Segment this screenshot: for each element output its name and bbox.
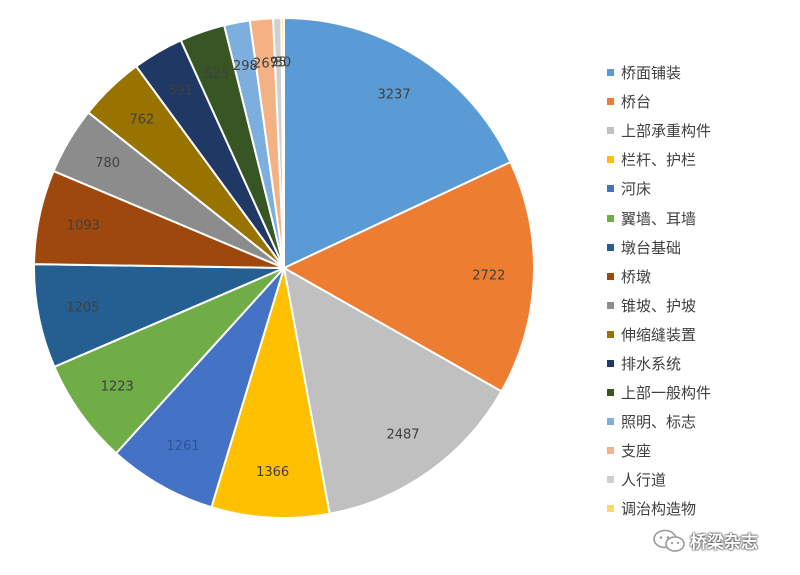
legend-label: 墩台基础 (621, 238, 682, 257)
legend-item: 墩台基础 (607, 233, 711, 262)
data-label: 95 (270, 56, 287, 71)
legend-label: 照明、标志 (621, 413, 697, 432)
legend-label: 栏杆、护栏 (621, 151, 697, 170)
legend-item: 桥台 (607, 87, 711, 116)
data-label: 762 (129, 113, 154, 128)
legend-label: 桥台 (621, 93, 652, 112)
data-label: 1366 (256, 465, 289, 480)
legend-item: 锥坡、护坡 (607, 291, 711, 320)
pie-slice (283, 16, 512, 270)
legend-item: 桥面铺装 (607, 58, 711, 87)
legend-item: 桥墩 (607, 262, 711, 291)
pie-slice (281, 160, 535, 393)
data-label: 1205 (66, 300, 99, 315)
legend-label: 河床 (621, 180, 652, 199)
legend-swatch (607, 243, 614, 251)
legend-label: 伸缩缝装置 (621, 325, 697, 344)
legend-item: 伸缩缝装置 (607, 320, 711, 349)
legend-item: 上部一般构件 (607, 378, 711, 407)
legend-swatch (607, 98, 614, 106)
legend-item: 人行道 (607, 465, 711, 494)
legend-label: 调治构造物 (621, 500, 697, 519)
data-label: 267 (253, 56, 278, 71)
data-label: 1261 (166, 439, 199, 454)
data-label: 3237 (378, 88, 411, 103)
legend-swatch (607, 214, 614, 222)
legend-swatch (607, 127, 614, 135)
legend-label: 上部一般构件 (621, 384, 712, 403)
pie-slice (114, 267, 285, 509)
pie-slice (33, 263, 285, 369)
legend-label: 桥墩 (621, 267, 652, 286)
watermark: 桥梁杂志 (652, 528, 758, 553)
legend-label: 桥面铺装 (621, 64, 682, 83)
legend-item: 翼墙、耳墙 (607, 203, 711, 232)
pie-data-labels: 3237 2722 2487 1366 1261 1223 1205 1093 780 762 59… (66, 56, 505, 481)
legend-swatch (607, 272, 614, 280)
legend-label: 翼墙、耳墙 (621, 209, 697, 228)
data-label: 2722 (472, 269, 505, 284)
data-label: 298 (233, 59, 258, 74)
legend-label: 排水系统 (621, 354, 682, 373)
legend-swatch (607, 505, 614, 513)
data-label: 525 (204, 67, 229, 82)
data-label: 591 (168, 84, 193, 99)
data-label: 30 (275, 56, 292, 71)
legend: 桥面铺装桥台上部承重构件 栏杆、护栏河床翼墙、耳墙墩台基础桥墩锥坡、护坡伸缩缝装置… (607, 58, 711, 524)
data-label: 1093 (67, 218, 100, 233)
pie-slice (282, 266, 503, 515)
legend-swatch (607, 447, 614, 455)
legend-item: 栏杆、护栏 (607, 145, 711, 174)
pie-slices (33, 16, 535, 519)
legend-swatch (607, 301, 614, 309)
legend-label: 人行道 (621, 471, 667, 490)
legend-item: 上部承重构件 (607, 116, 711, 145)
legend-item: 调治构造物 (607, 494, 711, 523)
data-label: 1223 (101, 380, 134, 395)
wechat-icon (653, 529, 685, 552)
legend-item: 排水系统 (607, 349, 711, 378)
legend-swatch (607, 389, 614, 397)
legend-label: 支座 (621, 442, 652, 461)
legend-swatch (607, 156, 614, 164)
legend-item: 照明、标志 (607, 407, 711, 436)
legend-swatch (607, 69, 614, 77)
legend-swatch (607, 359, 614, 367)
legend-item: 河床 (607, 174, 711, 203)
data-label: 780 (95, 156, 120, 171)
legend-swatch (607, 330, 614, 338)
pie-slice (280, 16, 285, 269)
legend-swatch (607, 185, 614, 193)
legend-item: 支座 (607, 436, 711, 465)
data-label: 2487 (386, 427, 419, 442)
pie-slice (53, 267, 285, 455)
legend-label: 锥坡、护坡 (621, 296, 697, 315)
legend-label: 上部承重构件 (621, 122, 712, 141)
watermark-text: 桥梁杂志 (690, 533, 758, 553)
pie-slice (210, 267, 331, 519)
legend-swatch (607, 418, 614, 426)
legend-swatch (607, 476, 614, 484)
